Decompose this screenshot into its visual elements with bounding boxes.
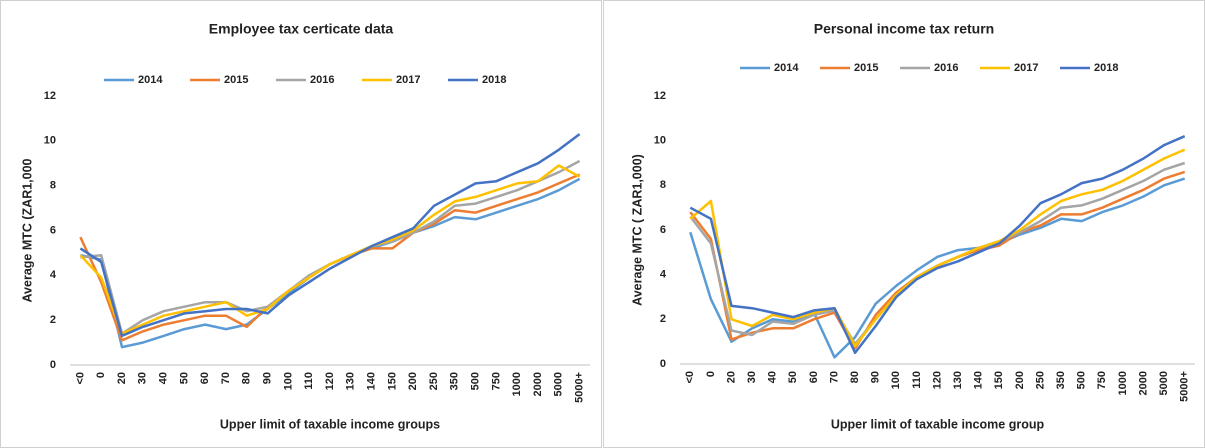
legend-label: 2016	[934, 62, 958, 74]
series-line	[689, 135, 1186, 355]
x-tick-label: 20	[725, 371, 737, 383]
y-tick-label: 6	[660, 224, 666, 236]
chart-title: Personal income tax return	[814, 21, 995, 37]
x-tick-label: 350	[449, 372, 461, 390]
y-tick-label: 8	[660, 179, 666, 191]
legend-label: 2017	[1014, 62, 1038, 74]
x-tick-label: 30	[746, 371, 758, 383]
y-tick-label: 8	[50, 180, 56, 192]
x-tick-label: 0	[705, 371, 717, 377]
y-tick-label: 2	[660, 313, 666, 325]
panel-frame	[0, 0, 602, 448]
x-tick-label: 140	[366, 372, 378, 390]
y-tick-label: 10	[654, 135, 666, 147]
x-tick-label: 60	[808, 371, 820, 383]
x-tick-label: 500	[1076, 371, 1088, 389]
x-tick-label: 40	[158, 372, 170, 384]
x-tick-label: 750	[1096, 371, 1108, 389]
x-tick-label: 70	[828, 371, 840, 383]
x-tick-label: 130	[952, 371, 964, 389]
x-tick-label: 2000	[1137, 371, 1149, 395]
x-tick-label: 1000	[511, 372, 523, 396]
x-tick-label: 140	[973, 371, 985, 389]
x-tick-label: 20	[116, 372, 128, 384]
x-tick-label: <0	[684, 371, 696, 384]
y-tick-label: 10	[44, 135, 56, 147]
x-tick-label: 5000	[553, 372, 565, 396]
x-tick-label: 250	[1034, 371, 1046, 389]
x-tick-label: <0	[74, 372, 86, 385]
x-tick-label: 100	[282, 372, 294, 390]
x-tick-label: 120	[324, 372, 336, 390]
x-tick-label: 70	[220, 372, 232, 384]
legend-label: 2014	[138, 74, 163, 86]
x-tick-label: 250	[428, 372, 440, 390]
x-tick-label: 0	[95, 372, 107, 378]
x-tick-label: 200	[407, 372, 419, 390]
x-tick-label: 500	[470, 372, 482, 390]
x-tick-label: 2000	[532, 372, 544, 396]
series-line	[79, 164, 581, 335]
legend-label: 2014	[774, 62, 799, 74]
y-tick-label: 0	[660, 358, 666, 370]
y-tick-label: 6	[50, 224, 56, 236]
legend-label: 2015	[854, 62, 878, 74]
x-tick-label: 90	[870, 371, 882, 383]
y-tick-label: 2	[50, 314, 56, 326]
x-tick-label: 150	[993, 371, 1005, 389]
x-tick-label: 120	[931, 371, 943, 389]
legend-label: 2018	[482, 74, 506, 86]
y-axis-title: Average MTC (ZAR1,000	[20, 158, 34, 302]
y-tick-label: 12	[44, 90, 56, 102]
panel-frame	[603, 0, 1205, 448]
y-tick-label: 4	[660, 269, 667, 281]
legend-label: 2018	[1094, 62, 1118, 74]
x-tick-label: 1000	[1117, 371, 1129, 395]
x-axis-title: Upper limit of taxable income group	[831, 417, 1045, 431]
x-tick-label: 60	[199, 372, 211, 384]
series-line	[689, 148, 1186, 348]
x-tick-label: 5000+	[1179, 371, 1191, 402]
x-tick-label: 50	[178, 372, 190, 384]
chart-title: Employee tax certicate data	[209, 21, 394, 37]
y-axis-title: Average MTC ( ZAR1,000)	[630, 154, 644, 306]
x-tick-label: 50	[787, 371, 799, 383]
x-tick-label: 80	[241, 372, 253, 384]
legend-label: 2015	[224, 74, 248, 86]
y-tick-label: 4	[50, 269, 57, 281]
y-tick-label: 12	[654, 90, 666, 102]
x-tick-label: 90	[262, 372, 274, 384]
y-tick-label: 0	[50, 359, 56, 371]
x-tick-label: 200	[1014, 371, 1026, 389]
legend-label: 2016	[310, 74, 334, 86]
x-tick-label: 100	[890, 371, 902, 389]
x-axis-title: Upper limit of taxable income groups	[220, 417, 440, 431]
x-tick-label: 110	[303, 372, 315, 390]
x-tick-label: 350	[1055, 371, 1067, 389]
x-tick-label: 5000	[1158, 371, 1170, 395]
x-tick-label: 80	[849, 371, 861, 383]
x-tick-label: 110	[911, 371, 923, 389]
series-line	[689, 177, 1186, 359]
series-line	[79, 133, 581, 338]
legend-label: 2017	[396, 74, 420, 86]
x-tick-label: 5000+	[574, 372, 586, 403]
x-tick-label: 30	[137, 372, 149, 384]
x-tick-label: 130	[345, 372, 357, 390]
x-tick-label: 40	[767, 371, 779, 383]
x-tick-label: 150	[386, 372, 398, 390]
x-tick-label: 750	[490, 372, 502, 390]
